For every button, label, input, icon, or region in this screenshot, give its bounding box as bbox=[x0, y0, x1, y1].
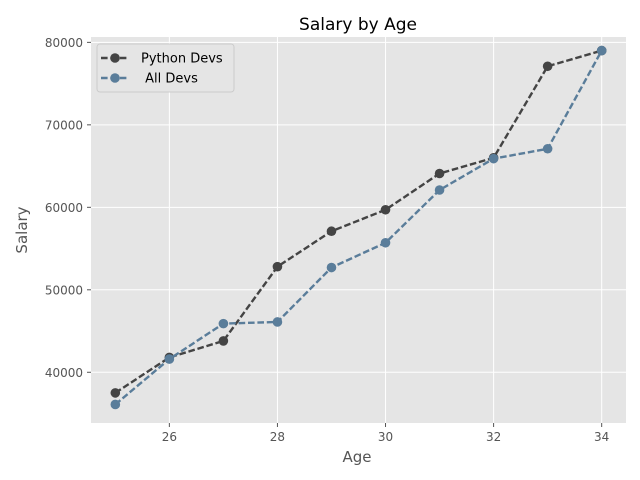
data-point-all-devs bbox=[164, 354, 175, 364]
legend-box bbox=[96, 43, 235, 93]
grid-lines bbox=[91, 37, 626, 423]
data-point-python-devs bbox=[272, 261, 283, 272]
legend-label-python-devs: Python Devs bbox=[141, 52, 223, 67]
series-line-python-devs bbox=[114, 49, 603, 394]
data-point-all-devs bbox=[326, 262, 337, 273]
data-point-python-devs bbox=[542, 61, 553, 72]
x-tick-label: 30 bbox=[378, 430, 393, 444]
y-tick-label: 70000 bbox=[45, 118, 83, 132]
legend-marker-all-devs bbox=[110, 73, 120, 83]
series-all-devs bbox=[110, 45, 607, 410]
legend: Python Devs All Devs bbox=[96, 43, 235, 93]
x-tick-label: 34 bbox=[594, 430, 609, 444]
data-point-all-devs bbox=[272, 317, 283, 327]
x-tick-label: 26 bbox=[162, 430, 177, 444]
data-point-all-devs bbox=[596, 45, 607, 56]
x-axis-label: Age bbox=[342, 448, 371, 466]
data-point-python-devs bbox=[380, 204, 391, 215]
y-tick-label: 50000 bbox=[45, 283, 83, 297]
x-tick-label: 32 bbox=[486, 430, 501, 444]
data-point-all-devs bbox=[380, 237, 391, 248]
x-tick-label: 28 bbox=[270, 430, 285, 444]
chart-title: Salary by Age bbox=[299, 15, 417, 35]
data-point-all-devs bbox=[542, 143, 553, 154]
data-point-python-devs bbox=[326, 226, 337, 237]
data-point-python-devs bbox=[434, 168, 445, 179]
y-tick-label: 60000 bbox=[45, 201, 83, 215]
y-tick-label: 40000 bbox=[45, 366, 83, 380]
data-point-python-devs bbox=[218, 336, 229, 346]
y-axis-ticks: 40000 50000 60000 70000 80000 bbox=[45, 36, 91, 380]
data-point-all-devs bbox=[434, 185, 445, 195]
data-point-all-devs bbox=[110, 399, 121, 410]
data-point-all-devs bbox=[488, 153, 499, 164]
series-layer bbox=[110, 45, 607, 410]
x-axis-ticks: 26 28 30 32 34 bbox=[162, 423, 609, 444]
series-line-all-devs bbox=[114, 50, 603, 406]
legend-label-all-devs: All Devs bbox=[141, 72, 198, 87]
legend-marker-python-devs bbox=[110, 53, 120, 63]
data-point-all-devs bbox=[218, 318, 229, 329]
y-axis-label: Salary bbox=[13, 206, 31, 253]
data-point-python-devs bbox=[110, 388, 121, 398]
plot-area bbox=[91, 37, 626, 423]
y-tick-label: 80000 bbox=[45, 36, 83, 50]
